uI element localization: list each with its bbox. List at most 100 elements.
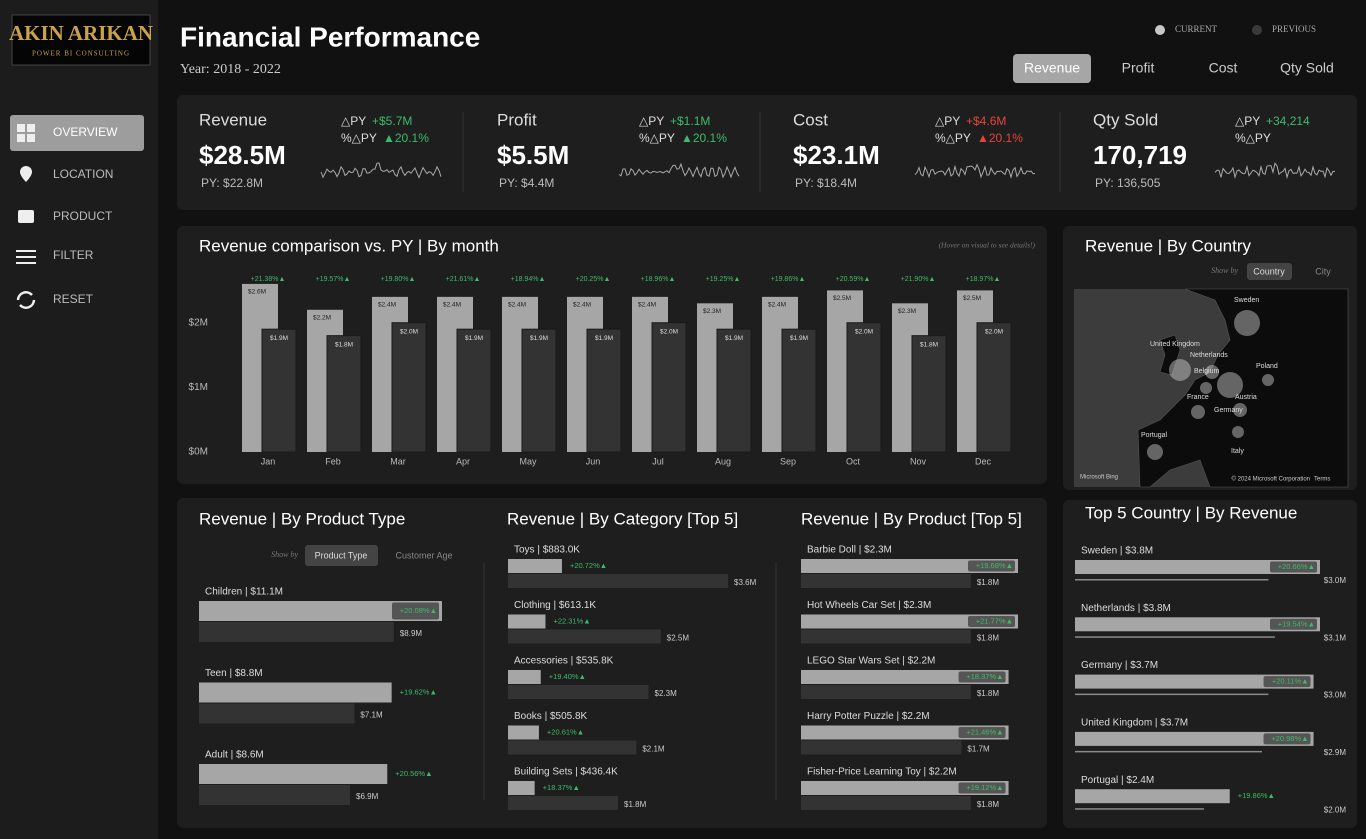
growth-pill: [958, 782, 1006, 794]
bubble: [1205, 365, 1219, 379]
kpi-pct: ▲20.1%: [977, 131, 1023, 145]
page-subtitle: Year: 2018 - 2022: [180, 62, 281, 77]
nav-item[interactable]: OVERVIEW: [53, 125, 118, 139]
value-label: $2.0M: [400, 328, 418, 335]
tab[interactable]: Cost: [1209, 60, 1238, 76]
current-bar: [801, 725, 1009, 740]
map-label: Italy: [1231, 448, 1244, 455]
x-tick-label: May: [519, 456, 537, 466]
category-label: Sweden | $3.8M: [1081, 546, 1153, 557]
bubble: [1147, 444, 1163, 460]
chart-title: Revenue | By Product Type: [199, 509, 405, 528]
value-label: $1.9M: [270, 335, 288, 342]
growth-label: +19.86%▲: [1238, 791, 1275, 800]
growth-label: +18.37%▲: [543, 783, 580, 792]
chart-title: Revenue comparison vs. PY | By month: [199, 236, 499, 255]
toggle-option[interactable]: Product Type: [315, 550, 368, 560]
map-bubbles: [1147, 310, 1274, 460]
map-label: Sweden: [1234, 297, 1259, 304]
previous-bar: [716, 328, 752, 453]
charts: Revenue comparison vs. PY | By month (Hov…: [189, 236, 1347, 814]
map-land: [1159, 334, 1181, 376]
kpi-value: $23.1M: [793, 140, 880, 170]
value-label: $2.3M: [703, 308, 721, 315]
nav-item[interactable]: FILTER: [53, 248, 94, 262]
previous-bar: [508, 574, 728, 588]
previous-bar: [651, 322, 687, 453]
category-label: LEGO Star Wars Set | $2.2M: [807, 656, 935, 667]
bubble: [1217, 372, 1243, 398]
map-label: Belgium: [1194, 368, 1219, 375]
category-label: Books | $505.8K: [514, 711, 588, 722]
toggle-option[interactable]: Country: [1253, 266, 1285, 276]
growth-label: +21.77%▲: [976, 616, 1013, 625]
growth-label: +19.68%▲: [976, 561, 1013, 570]
toggle-active-bg[interactable]: [1247, 263, 1292, 280]
value-label: $2.5M: [833, 295, 851, 302]
growth-label: +19.86%▲: [771, 276, 806, 283]
tab[interactable]: Revenue: [1024, 60, 1080, 76]
growth-pill: [958, 727, 1006, 738]
growth-label: +19.25%▲: [706, 276, 741, 283]
value-label: $2.4M: [768, 302, 786, 309]
tab[interactable]: Profit: [1122, 60, 1155, 76]
kpi-py: PY: $22.8M: [201, 176, 263, 190]
growth-label: +21.61%▲: [446, 276, 481, 283]
icon: [20, 166, 32, 182]
previous-label: $3.6M: [734, 578, 757, 587]
chart-note: (Hover on visual to see details!): [939, 241, 1036, 250]
x-tick-label: Apr: [456, 456, 470, 466]
nav-item[interactable]: PRODUCT: [53, 209, 113, 223]
growth-label: +20.59%▲: [836, 276, 871, 283]
category-label: Barbie Doll | $2.3M: [807, 545, 892, 556]
growth-pill: [392, 602, 439, 620]
toggle-option[interactable]: Customer Age: [395, 550, 452, 560]
x-tick-label: Jul: [652, 456, 664, 466]
previous-label: $1.8M: [624, 800, 647, 809]
previous-label: $3.0M: [1324, 576, 1347, 585]
kpi-name: Profit: [497, 110, 537, 129]
map-attribution: Microsoft Bing: [1080, 475, 1118, 481]
bubble: [1200, 382, 1212, 394]
kpi-delta: +$1.1M: [670, 114, 710, 128]
value-label: $1.9M: [465, 335, 483, 342]
page-title: Financial Performance: [180, 21, 480, 52]
nav-item[interactable]: RESET: [53, 292, 94, 306]
previous-bar: [521, 328, 557, 453]
category-label: Germany | $3.7M: [1081, 660, 1158, 671]
kpi-pct: ▲20.1%: [383, 131, 429, 145]
kpi-delta-label: △PY: [341, 114, 366, 128]
sparkline: [320, 162, 442, 179]
map-attribution[interactable]: Terms: [1314, 477, 1330, 483]
category-label: Harry Potter Puzzle | $2.2M: [807, 711, 930, 722]
category-label: Netherlands | $3.8M: [1081, 603, 1171, 614]
kpi-py: PY: 136,505: [1095, 176, 1161, 190]
toggle-active-bg[interactable]: [305, 545, 378, 566]
legend: CURRENT PREVIOUS: [1155, 24, 1316, 35]
show-by: Show by: [1211, 266, 1238, 275]
tab-active-bg[interactable]: [1013, 54, 1091, 83]
tab[interactable]: Qty Sold: [1280, 60, 1334, 76]
growth-label: +18.94%▲: [511, 276, 546, 283]
current-bar: [508, 670, 541, 684]
kpi-delta: +$4.6M: [966, 114, 1006, 128]
toggle-option[interactable]: City: [1315, 266, 1331, 276]
previous-label: $2.9M: [1324, 748, 1347, 757]
growth-label: +20.56%▲: [395, 769, 432, 778]
previous-label: $6.9M: [356, 792, 379, 801]
nav-item[interactable]: LOCATION: [53, 167, 113, 181]
category-label: Adult | $8.6M: [205, 750, 264, 761]
previous-bar: [199, 785, 351, 805]
previous-label: $1.8M: [977, 800, 1000, 809]
growth-pill: [968, 560, 1015, 572]
previous-label: $7.1M: [360, 711, 383, 720]
growth-label: +21.46%▲: [966, 727, 1003, 736]
value-label: $1.9M: [595, 335, 613, 342]
y-tick-label: $2M: [189, 317, 208, 328]
icon: [27, 134, 35, 142]
kpi-value: $5.5M: [497, 140, 569, 170]
kpi-pct-label: %△PY: [1235, 131, 1271, 145]
current-bar: [1075, 617, 1320, 632]
growth-label: +20.98%▲: [1271, 734, 1308, 743]
previous-bar: [801, 685, 971, 699]
